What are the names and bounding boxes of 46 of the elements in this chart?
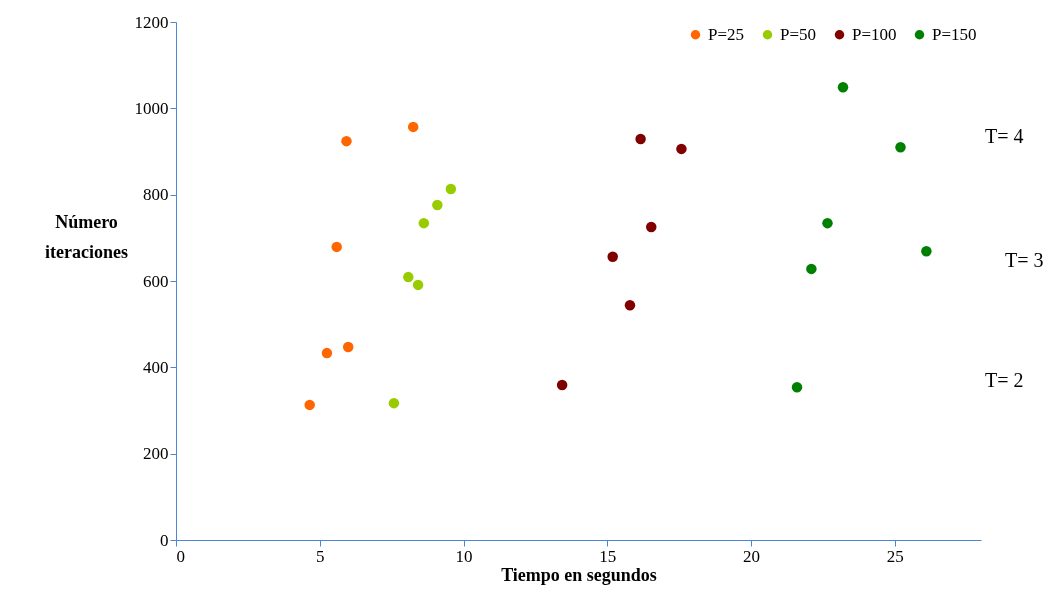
point	[895, 141, 906, 153]
x-tick-label: 25	[886, 546, 904, 566]
y-tick-label: 800	[143, 185, 169, 205]
point	[321, 347, 333, 359]
point	[412, 279, 424, 291]
y-axis-title: Número iteraciones	[45, 211, 128, 262]
point	[403, 271, 414, 283]
y-tick-label: 200	[143, 444, 169, 464]
point	[432, 199, 443, 211]
legend-label: P=150	[932, 24, 977, 44]
point	[806, 263, 817, 275]
y-tick-label: 0	[160, 530, 169, 550]
point	[445, 183, 457, 195]
x-axis-title: Tiempo en segundos	[501, 564, 657, 585]
point	[791, 381, 803, 393]
text: T= 4	[985, 125, 1024, 147]
point	[556, 379, 568, 391]
text: T= 3	[1005, 249, 1044, 271]
point	[304, 399, 315, 411]
point	[388, 397, 400, 409]
legend-label: P=25	[708, 24, 745, 44]
point	[635, 133, 646, 145]
y-tick-label: 600	[143, 271, 169, 291]
y-tick-label: 400	[143, 357, 169, 377]
point	[341, 135, 352, 147]
x-tick-label: 5	[316, 546, 325, 566]
x-tick-label: 0	[176, 546, 185, 566]
point	[645, 221, 657, 233]
legend-label: P=50	[780, 24, 817, 44]
point	[921, 245, 932, 257]
point	[342, 341, 354, 353]
x-tick-label: 15	[599, 546, 617, 566]
point	[624, 299, 636, 311]
point	[331, 241, 342, 253]
legend-label: P=100	[852, 24, 897, 44]
y-tick-label: 1000	[134, 98, 169, 118]
y-tick-label: 1200	[134, 12, 169, 32]
point	[418, 217, 430, 229]
text: T= 2	[985, 369, 1024, 391]
point	[607, 251, 618, 263]
point	[676, 143, 687, 155]
point	[407, 121, 419, 133]
point	[822, 217, 833, 229]
point	[837, 81, 849, 93]
x-tick-label: 10	[455, 546, 473, 566]
x-tick-label: 20	[743, 546, 760, 566]
